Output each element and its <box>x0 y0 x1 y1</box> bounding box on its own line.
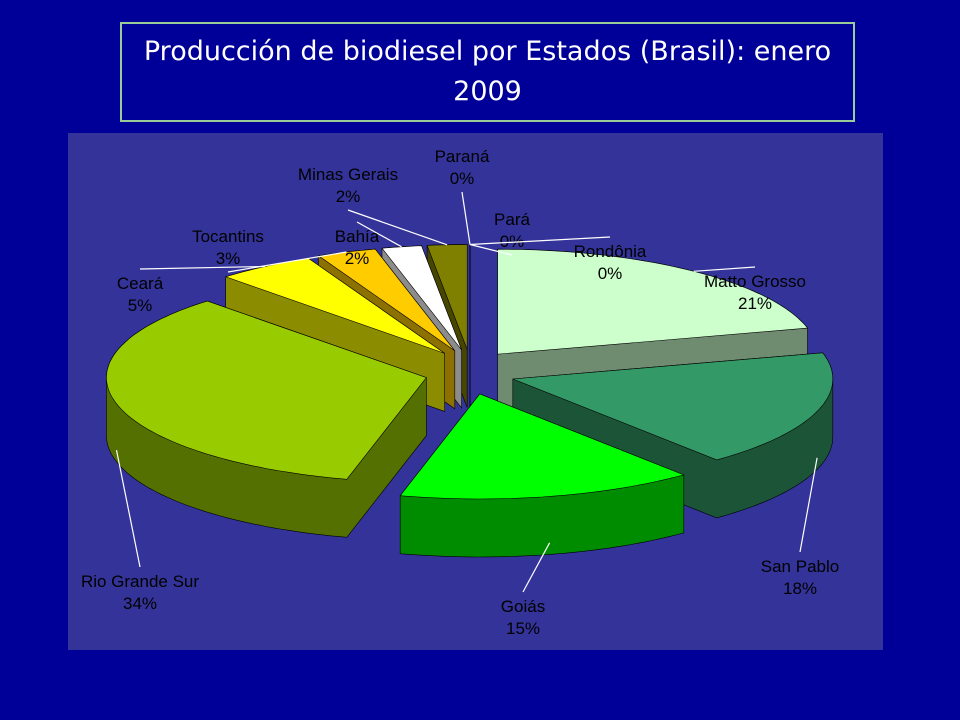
leader-line <box>347 209 448 246</box>
leader-line <box>693 266 756 272</box>
slice <box>399 393 685 500</box>
leader-line <box>522 542 551 593</box>
slice-label: Bahía <box>335 227 380 246</box>
value-label: 2% <box>345 249 370 268</box>
value-label: 0% <box>598 264 623 283</box>
value-label: 3% <box>216 249 241 268</box>
leader-line <box>356 221 402 248</box>
value-label: 2% <box>336 187 361 206</box>
leader-line <box>469 243 513 256</box>
slice-label: Rondônia <box>574 242 647 261</box>
slice-label: Pará <box>494 210 530 229</box>
value-label: 15% <box>506 619 540 638</box>
value-label: 0% <box>500 232 525 251</box>
value-label: 5% <box>128 296 153 315</box>
slice-label: San Pablo <box>761 557 839 576</box>
slice-label: Paraná <box>435 147 490 166</box>
slice-label: Goiás <box>501 597 545 616</box>
value-label: 21% <box>738 294 772 313</box>
value-label: 34% <box>123 594 157 613</box>
slice-label: Minas Gerais <box>298 165 398 184</box>
slice-label: Ceará <box>117 274 164 293</box>
value-label: 0% <box>450 169 475 188</box>
slice-label: Rio Grande Sur <box>81 572 199 591</box>
leader-line <box>469 236 611 246</box>
leader-line <box>461 191 471 245</box>
leader-line <box>115 449 141 568</box>
leader-line <box>139 265 265 270</box>
leader-line <box>799 457 818 553</box>
value-label: 18% <box>783 579 817 598</box>
slice <box>106 300 427 480</box>
leader-line <box>227 251 347 273</box>
chart-title: Producción de biodiesel por Estados (Bra… <box>143 36 832 107</box>
slice <box>497 248 809 355</box>
slice-label: Tocantins <box>192 227 264 246</box>
slice <box>512 352 834 461</box>
title-box: Producción de biodiesel por Estados (Bra… <box>120 22 855 122</box>
slice-label: Matto Grosso <box>704 272 806 291</box>
pie <box>106 244 834 558</box>
